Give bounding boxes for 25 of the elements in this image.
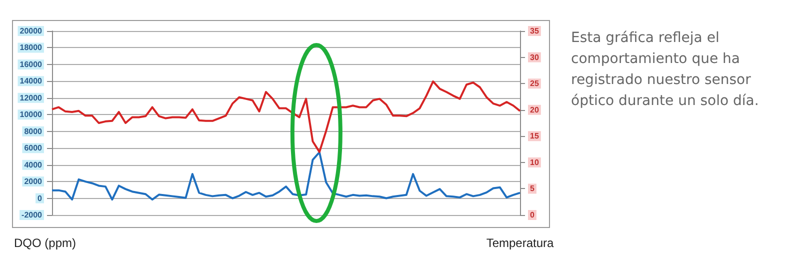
y2-tick-label: 15 (530, 132, 540, 141)
y-tick-label: 8000 (24, 126, 43, 136)
text: Esta gráfica refleja el comportamiento que ha registrado nuestro sensor óptico durante un solo día. (571, 29, 760, 111)
y2-tick-label: 25 (530, 79, 540, 88)
y2-tick-label: 20 (530, 105, 540, 114)
y2-tick-label: 0 (530, 210, 535, 220)
y-tick-label: 14000 (20, 76, 43, 86)
y-tick-label: 20000 (20, 26, 43, 36)
y2-tick-label: 30 (530, 52, 540, 62)
y2-tick-label: 35 (530, 26, 540, 36)
y2-tick-label: 5 (530, 184, 535, 194)
y-tick-label: 6000 (24, 144, 43, 153)
y-tick-label: 2000 (24, 177, 43, 186)
y-tick-label: 18000 (20, 43, 43, 52)
y2-axis-title: Temperatura (486, 236, 554, 250)
y-tick-label: 12000 (20, 93, 43, 102)
line-series (51, 151, 521, 201)
y-tick-label: 4000 (24, 160, 43, 170)
y-tick-label: 16000 (20, 60, 43, 69)
y-tick-label: -2000 (22, 210, 43, 220)
y-axis-title: DQO (ppm) (14, 236, 76, 250)
line-series (51, 80, 521, 153)
y-tick-label: 10000 (20, 110, 43, 120)
y-tick-label: 0 (38, 194, 43, 203)
y2-tick-label: 10 (530, 158, 540, 167)
